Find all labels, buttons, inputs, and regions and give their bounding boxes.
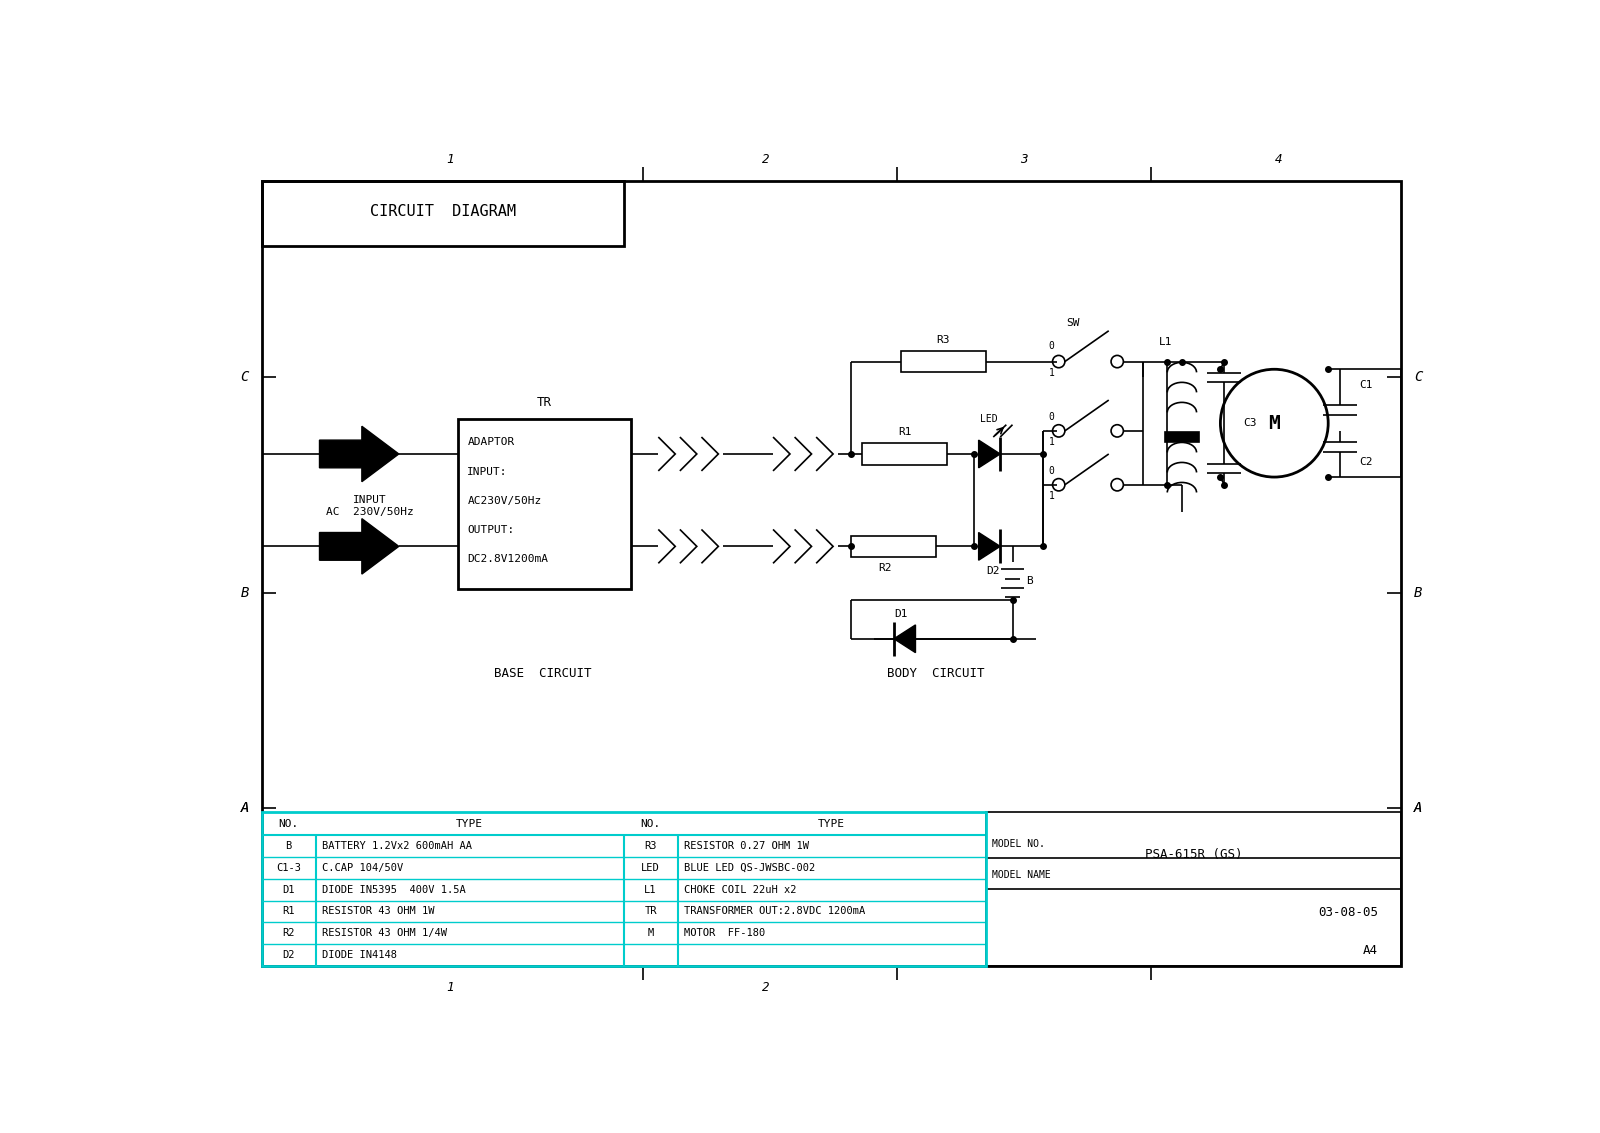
Text: PSA-615R (GS): PSA-615R (GS) xyxy=(1144,847,1242,861)
Text: C: C xyxy=(1414,370,1422,384)
Text: MOTOR  FF-180: MOTOR FF-180 xyxy=(683,928,765,938)
Text: TR: TR xyxy=(645,906,658,917)
Text: ADAPTOR: ADAPTOR xyxy=(467,437,515,448)
Bar xyxy=(851,536,936,557)
Text: 0: 0 xyxy=(1048,412,1054,421)
Bar xyxy=(262,180,624,246)
Text: A4: A4 xyxy=(1363,944,1378,957)
Text: L1: L1 xyxy=(1158,338,1173,348)
Text: 2: 2 xyxy=(762,153,770,165)
Text: AC230V/50Hz: AC230V/50Hz xyxy=(467,496,541,506)
Text: TYPE: TYPE xyxy=(818,818,845,828)
Text: R2: R2 xyxy=(878,563,893,573)
Text: CIRCUIT  DIAGRAM: CIRCUIT DIAGRAM xyxy=(370,204,515,219)
Bar xyxy=(862,443,947,465)
Text: BATTERY 1.2Vx2 600mAH AA: BATTERY 1.2Vx2 600mAH AA xyxy=(322,841,472,851)
Text: OUTPUT:: OUTPUT: xyxy=(467,526,515,535)
Text: 0: 0 xyxy=(1048,466,1054,476)
Text: 1: 1 xyxy=(446,981,454,994)
Text: 1: 1 xyxy=(1048,368,1054,378)
Text: 0: 0 xyxy=(1048,341,1054,351)
Text: C: C xyxy=(240,370,250,384)
Text: R3: R3 xyxy=(936,335,950,346)
Text: R1: R1 xyxy=(898,427,912,437)
Text: R1: R1 xyxy=(283,906,294,917)
Text: D1: D1 xyxy=(894,610,907,619)
Text: B: B xyxy=(1414,586,1422,599)
Bar xyxy=(1165,433,1198,442)
Polygon shape xyxy=(979,440,1000,468)
Text: D2: D2 xyxy=(987,566,1000,576)
Text: 1: 1 xyxy=(1048,437,1054,448)
Text: A: A xyxy=(240,801,250,815)
Text: INPUT:: INPUT: xyxy=(467,467,507,477)
Text: M: M xyxy=(1269,414,1280,433)
Text: 1: 1 xyxy=(1048,492,1054,501)
Text: 03-08-05: 03-08-05 xyxy=(1318,905,1378,919)
Polygon shape xyxy=(320,426,398,482)
Text: BODY  CIRCUIT: BODY CIRCUIT xyxy=(886,667,984,680)
Text: C2: C2 xyxy=(1358,457,1373,467)
Text: DIODE IN4148: DIODE IN4148 xyxy=(322,951,397,960)
Polygon shape xyxy=(320,519,398,574)
Text: 4: 4 xyxy=(1275,153,1282,165)
Text: RESISTOR 0.27 OHM 1W: RESISTOR 0.27 OHM 1W xyxy=(683,841,808,851)
Text: 3: 3 xyxy=(1021,153,1027,165)
Text: LED: LED xyxy=(642,863,659,872)
Text: L1: L1 xyxy=(645,885,658,895)
Text: M: M xyxy=(648,928,654,938)
Text: A: A xyxy=(1414,801,1422,815)
Text: C1-3: C1-3 xyxy=(277,863,301,872)
Text: B: B xyxy=(285,841,291,851)
Text: A: A xyxy=(240,801,250,815)
Text: LED: LED xyxy=(981,415,998,425)
Text: R2: R2 xyxy=(283,928,294,938)
Bar xyxy=(262,812,986,966)
Text: C1: C1 xyxy=(1358,380,1373,390)
Text: MODEL NAME: MODEL NAME xyxy=(992,870,1051,880)
Text: C.CAP 104/50V: C.CAP 104/50V xyxy=(322,863,403,872)
Text: D1: D1 xyxy=(283,885,294,895)
Text: B: B xyxy=(240,586,250,599)
Text: RESISTOR 43 OHM 1W: RESISTOR 43 OHM 1W xyxy=(322,906,434,917)
Text: 1: 1 xyxy=(446,153,454,165)
Text: B: B xyxy=(1026,576,1034,586)
Text: C3: C3 xyxy=(1243,418,1258,428)
Text: BLUE LED QS-JWSBC-002: BLUE LED QS-JWSBC-002 xyxy=(683,863,814,872)
Bar xyxy=(458,419,632,589)
Text: DIODE IN5395  400V 1.5A: DIODE IN5395 400V 1.5A xyxy=(322,885,466,895)
Text: CHOKE COIL 22uH x2: CHOKE COIL 22uH x2 xyxy=(683,885,797,895)
Bar xyxy=(986,812,1402,966)
Text: BASE  CIRCUIT: BASE CIRCUIT xyxy=(494,667,592,680)
Text: TR: TR xyxy=(538,395,552,409)
Text: A: A xyxy=(1414,801,1422,815)
Text: SW: SW xyxy=(1067,318,1080,329)
Text: AC  230V/50Hz: AC 230V/50Hz xyxy=(326,506,413,517)
Text: R3: R3 xyxy=(645,841,658,851)
Text: INPUT: INPUT xyxy=(352,495,387,505)
Text: 2: 2 xyxy=(762,981,770,994)
Text: TRANSFORMER OUT:2.8VDC 1200mA: TRANSFORMER OUT:2.8VDC 1200mA xyxy=(683,906,866,917)
Polygon shape xyxy=(979,533,1000,560)
Text: NO.: NO. xyxy=(640,818,661,828)
Text: RESISTOR 43 OHM 1/4W: RESISTOR 43 OHM 1/4W xyxy=(322,928,446,938)
Text: DC2.8V1200mA: DC2.8V1200mA xyxy=(467,554,549,564)
Text: MODEL NO.: MODEL NO. xyxy=(992,840,1045,850)
Polygon shape xyxy=(894,625,915,653)
Text: NO.: NO. xyxy=(278,818,299,828)
Bar xyxy=(901,351,986,373)
Text: TYPE: TYPE xyxy=(456,818,483,828)
Text: D2: D2 xyxy=(283,951,294,960)
